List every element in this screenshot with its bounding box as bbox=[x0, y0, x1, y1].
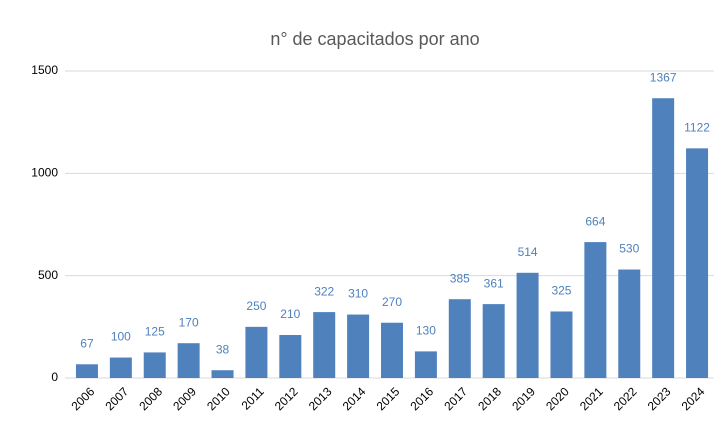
y-tick-label: 500 bbox=[38, 268, 58, 282]
x-tick-label: 2022 bbox=[611, 384, 640, 413]
data-label: 514 bbox=[518, 245, 538, 259]
bar bbox=[313, 312, 336, 378]
data-label: 310 bbox=[348, 287, 368, 301]
data-label: 664 bbox=[585, 214, 605, 228]
bar bbox=[245, 326, 268, 378]
data-label: 322 bbox=[314, 284, 334, 298]
data-label: 530 bbox=[619, 242, 639, 256]
x-tick-label: 2021 bbox=[577, 384, 606, 413]
data-label: 130 bbox=[416, 324, 436, 338]
data-label: 250 bbox=[246, 299, 266, 313]
bar bbox=[75, 364, 98, 378]
x-tick-label: 2016 bbox=[407, 384, 436, 413]
bar bbox=[448, 299, 471, 378]
bar bbox=[652, 98, 675, 378]
y-tick-label: 1000 bbox=[31, 166, 58, 180]
bar bbox=[109, 357, 132, 378]
bar bbox=[482, 304, 505, 378]
bar bbox=[347, 314, 370, 378]
bar bbox=[618, 269, 641, 378]
bar bbox=[143, 352, 166, 378]
bar bbox=[414, 351, 437, 378]
x-tick-label: 2023 bbox=[645, 384, 674, 413]
x-tick-label: 2007 bbox=[102, 384, 131, 413]
y-tick-label: 0 bbox=[51, 370, 58, 384]
data-label: 325 bbox=[551, 284, 571, 298]
bar bbox=[584, 242, 607, 378]
x-tick-label: 2013 bbox=[306, 384, 335, 413]
bar bbox=[686, 148, 709, 378]
x-tick-label: 2011 bbox=[239, 384, 267, 412]
data-label: 210 bbox=[280, 307, 300, 321]
y-tick-label: 1500 bbox=[31, 63, 58, 77]
x-tick-label: 2010 bbox=[204, 384, 233, 413]
data-label: 1367 bbox=[650, 70, 677, 84]
x-tick-label: 2014 bbox=[340, 384, 369, 413]
x-tick-label: 2006 bbox=[69, 384, 98, 413]
x-tick-label: 2008 bbox=[136, 384, 165, 413]
bar bbox=[516, 272, 539, 378]
data-label: 100 bbox=[111, 330, 131, 344]
bar bbox=[381, 322, 403, 378]
x-tick-label: 2020 bbox=[543, 384, 572, 413]
data-label: 38 bbox=[216, 342, 230, 356]
chart-title: n° de capacitados por ano bbox=[270, 29, 479, 49]
bar bbox=[177, 343, 200, 378]
data-label: 361 bbox=[484, 276, 504, 290]
x-tick-label: 2017 bbox=[441, 384, 470, 413]
data-label: 125 bbox=[145, 325, 165, 339]
data-label: 385 bbox=[450, 271, 470, 285]
data-label: 67 bbox=[80, 336, 94, 350]
data-label: 270 bbox=[382, 295, 402, 309]
x-tick-label: 2015 bbox=[374, 384, 403, 413]
bar bbox=[211, 370, 234, 378]
bar bbox=[279, 335, 302, 378]
x-tick-label: 2024 bbox=[679, 384, 708, 413]
x-tick-label: 2018 bbox=[475, 384, 504, 413]
data-label: 170 bbox=[179, 315, 199, 329]
x-tick-label: 2019 bbox=[509, 384, 538, 413]
x-tick-label: 2009 bbox=[170, 384, 199, 413]
bar bbox=[550, 311, 573, 378]
x-tick-label: 2012 bbox=[272, 384, 301, 413]
data-label: 1122 bbox=[684, 121, 710, 135]
